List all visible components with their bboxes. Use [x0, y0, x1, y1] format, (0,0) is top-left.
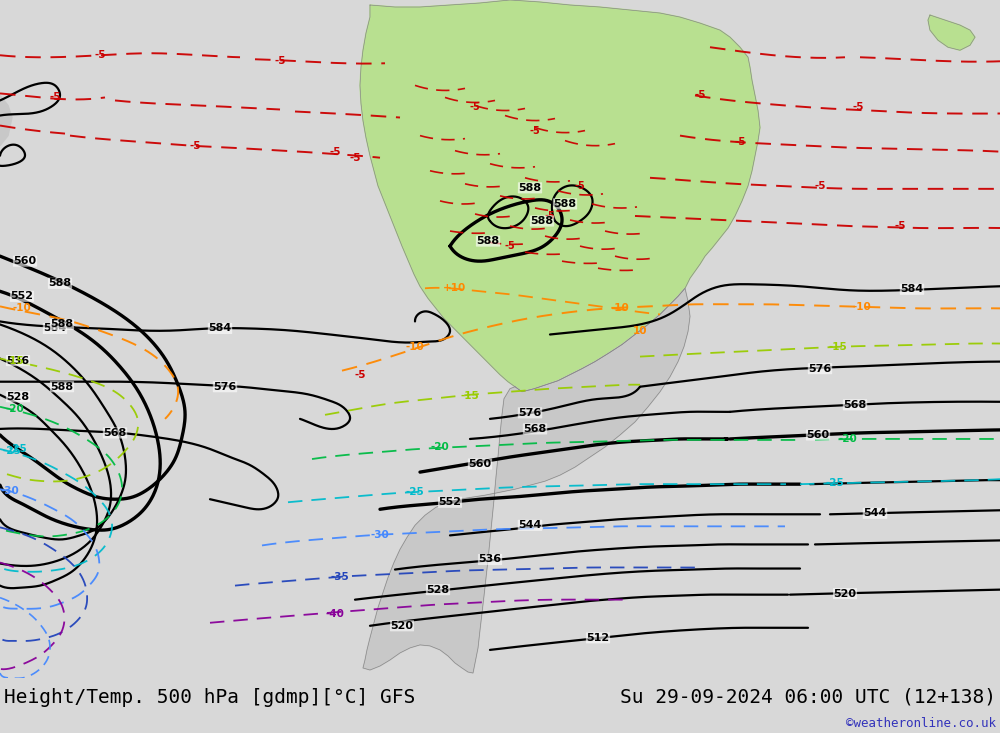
Text: -5: -5	[49, 92, 61, 103]
Text: -5: -5	[852, 103, 864, 112]
Text: -5: -5	[349, 152, 361, 163]
Text: -15: -15	[6, 356, 24, 366]
Polygon shape	[363, 288, 690, 673]
Text: -5: -5	[734, 136, 746, 147]
Text: -10: -10	[853, 303, 871, 312]
Text: 568: 568	[103, 428, 127, 438]
Text: -5: -5	[94, 51, 106, 60]
Text: 560: 560	[806, 430, 830, 440]
Text: 10: 10	[633, 326, 647, 336]
Text: -10: -10	[611, 303, 629, 314]
Text: -5: -5	[545, 211, 555, 221]
Text: 584: 584	[900, 284, 924, 294]
Text: -40: -40	[326, 608, 344, 619]
Text: 560: 560	[13, 256, 37, 266]
Polygon shape	[928, 15, 975, 51]
Text: -25: -25	[9, 444, 27, 454]
Text: 560: 560	[468, 459, 492, 469]
Text: -5: -5	[274, 56, 286, 66]
Text: 576: 576	[808, 364, 832, 374]
Text: -30: -30	[371, 531, 389, 540]
Text: 520: 520	[390, 621, 414, 631]
Polygon shape	[360, 0, 760, 391]
Text: -5: -5	[354, 369, 366, 380]
Text: 512: 512	[586, 633, 610, 643]
Text: 588: 588	[553, 199, 577, 209]
Text: -15: -15	[829, 342, 847, 352]
Text: 588: 588	[50, 320, 74, 329]
Text: 588: 588	[48, 279, 72, 288]
Text: -30: -30	[1, 486, 19, 496]
Text: 552: 552	[438, 497, 462, 507]
Text: -5: -5	[530, 125, 540, 136]
Text: Su 29-09-2024 06:00 UTC (12+138): Su 29-09-2024 06:00 UTC (12+138)	[620, 688, 996, 707]
Text: -25: -25	[406, 487, 424, 497]
Text: -25: -25	[826, 478, 844, 488]
Text: 520: 520	[834, 589, 856, 599]
Text: 544: 544	[518, 520, 542, 531]
Text: -5: -5	[505, 241, 515, 251]
Text: -25: -25	[3, 446, 21, 456]
Text: -5: -5	[814, 181, 826, 191]
Text: Height/Temp. 500 hPa [gdmp][°C] GFS: Height/Temp. 500 hPa [gdmp][°C] GFS	[4, 688, 415, 707]
Text: -35: -35	[331, 572, 349, 581]
Text: -5: -5	[470, 103, 480, 112]
Text: 544: 544	[863, 508, 887, 518]
Text: 536: 536	[478, 554, 502, 564]
Text: -20: -20	[839, 434, 857, 444]
Text: 588: 588	[476, 236, 500, 246]
Text: -10: -10	[13, 303, 31, 314]
Text: -20: -20	[6, 404, 24, 414]
Text: 584: 584	[43, 323, 67, 334]
Text: -5: -5	[894, 221, 906, 231]
Text: 588: 588	[530, 216, 554, 226]
Text: 568: 568	[843, 399, 867, 410]
Text: 576: 576	[213, 382, 237, 391]
Polygon shape	[0, 95, 12, 146]
Text: -20: -20	[431, 442, 449, 452]
Text: 588: 588	[518, 183, 542, 193]
Text: 528: 528	[426, 585, 450, 594]
Text: +10: +10	[443, 283, 467, 293]
Text: 528: 528	[6, 391, 30, 402]
Text: 536: 536	[6, 356, 30, 366]
Text: -15: -15	[461, 391, 479, 401]
Text: -5: -5	[329, 147, 341, 157]
Text: ©weatheronline.co.uk: ©weatheronline.co.uk	[846, 716, 996, 729]
Text: 552: 552	[10, 291, 34, 301]
Text: 584: 584	[208, 323, 232, 334]
Text: -5: -5	[575, 181, 585, 191]
Text: 568: 568	[523, 424, 547, 434]
Text: 588: 588	[50, 382, 74, 391]
Text: 576: 576	[518, 408, 542, 418]
Text: -5: -5	[694, 90, 706, 100]
Text: -10: -10	[406, 342, 424, 352]
Text: -5: -5	[189, 141, 201, 151]
